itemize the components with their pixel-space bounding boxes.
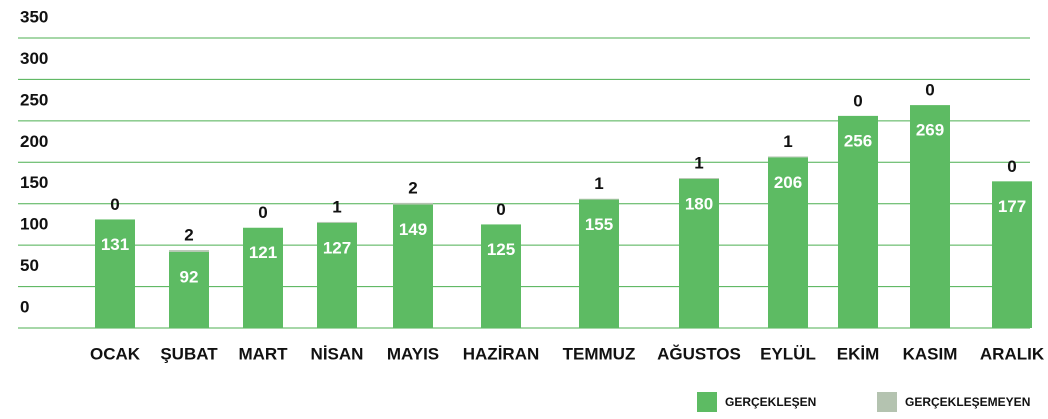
bar-segment	[679, 178, 719, 179]
value-label: 180	[685, 194, 713, 213]
bar-segment	[481, 224, 521, 328]
x-tick-label: EKİM	[837, 344, 880, 363]
y-tick-label: 150	[20, 173, 48, 192]
x-tick-label: ARALIK	[980, 344, 1045, 363]
value-label: 2	[184, 226, 193, 245]
x-tick-label: NİSAN	[311, 344, 364, 363]
x-tick-label: HAZİRAN	[463, 344, 540, 363]
y-tick-label: 50	[20, 256, 39, 275]
value-label: 155	[585, 215, 613, 234]
value-label: 0	[258, 203, 267, 222]
value-label: 121	[249, 243, 277, 262]
bar-segment	[317, 222, 357, 328]
x-tick-label: MART	[238, 344, 288, 363]
bar-segment	[910, 105, 950, 328]
value-label: 269	[916, 121, 944, 140]
y-tick-label: 200	[20, 132, 48, 151]
value-label: 0	[853, 91, 862, 110]
bar-segment	[95, 219, 135, 328]
bar-segment	[317, 221, 357, 223]
x-tick-label: KASIM	[903, 344, 958, 363]
legend-label: GERÇEKLEŞEN	[725, 395, 816, 409]
x-tick-label: TEMMUZ	[563, 344, 636, 363]
value-label: 0	[1007, 157, 1016, 176]
legend-label: GERÇEKLEŞEMEYEN	[905, 395, 1030, 409]
bar-segment	[393, 202, 433, 205]
value-label: 92	[180, 267, 199, 286]
value-label: 131	[101, 235, 129, 254]
value-label: 206	[774, 173, 802, 192]
bar-segment	[579, 198, 619, 200]
value-label: 177	[998, 197, 1026, 216]
value-label: 1	[332, 197, 341, 216]
y-tick-label: 250	[20, 90, 48, 109]
legend-swatch	[877, 392, 897, 412]
bar-segment	[768, 156, 808, 158]
bar-segment	[393, 204, 433, 328]
x-tick-label: MAYIS	[387, 344, 439, 363]
bar-segment	[243, 227, 283, 328]
x-tick-label: AĞUSTOS	[657, 344, 741, 363]
value-label: 1	[694, 154, 703, 173]
value-label: 256	[844, 131, 872, 150]
value-label: 125	[487, 240, 515, 259]
y-tick-label: 350	[20, 7, 48, 26]
bar-segment	[679, 178, 719, 328]
y-tick-label: 0	[20, 297, 29, 316]
value-label: 1	[783, 132, 792, 151]
x-tick-label: OCAK	[90, 344, 141, 363]
x-tick-label: EYLÜL	[760, 344, 816, 363]
bar-segment	[838, 115, 878, 328]
value-label: 2	[408, 178, 417, 197]
value-label: 0	[925, 81, 934, 100]
bar-segment	[579, 199, 619, 328]
value-label: 149	[399, 220, 427, 239]
bar-segment	[992, 181, 1032, 328]
value-label: 1	[594, 174, 603, 193]
value-label: 127	[323, 238, 351, 257]
legend-swatch	[697, 392, 717, 412]
y-tick-label: 300	[20, 49, 48, 68]
x-tick-label: ŞUBAT	[160, 344, 218, 363]
value-label: 0	[110, 195, 119, 214]
y-tick-label: 100	[20, 215, 48, 234]
bar-segment	[169, 250, 209, 252]
value-label: 0	[496, 200, 505, 219]
bar-segment	[768, 157, 808, 328]
bar-segment	[169, 251, 209, 328]
